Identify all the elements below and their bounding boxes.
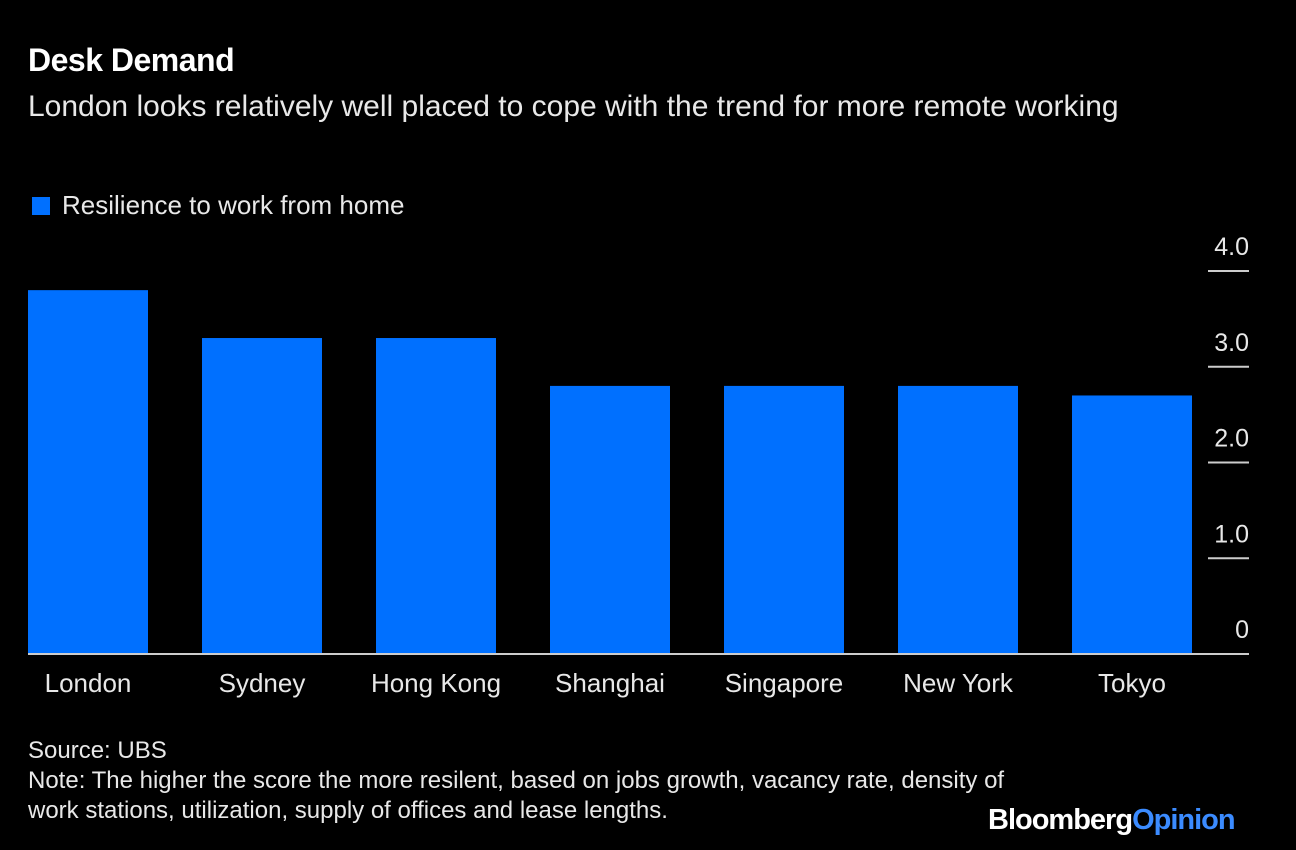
- chart-subtitle: London looks relatively well placed to c…: [28, 90, 1119, 123]
- bar-shanghai: [550, 385, 670, 654]
- legend-label: Resilience to work from home: [62, 190, 405, 220]
- source-text: Source: UBS: [28, 737, 167, 764]
- bar-sydney: [202, 338, 322, 654]
- x-tick-label: Hong Kong: [371, 668, 501, 698]
- x-tick-label: Tokyo: [1098, 668, 1166, 698]
- source-note: Source: UBS Note: The higher the score t…: [28, 736, 1038, 826]
- bar-hong-kong: [376, 338, 496, 654]
- legend: Resilience to work from home: [32, 190, 404, 221]
- x-tick-label: Sydney: [219, 668, 306, 698]
- y-tick-label: 4.0: [1214, 233, 1249, 261]
- chart-title: Desk Demand: [28, 42, 235, 78]
- y-tick-label: 1.0: [1214, 520, 1249, 548]
- bar-singapore: [724, 385, 844, 654]
- x-tick-label: London: [45, 668, 132, 698]
- x-tick-label: Shanghai: [555, 668, 665, 698]
- logo-brand: Bloomberg: [988, 804, 1133, 836]
- note-text: Note: The higher the score the more resi…: [28, 767, 1005, 824]
- bar-new-york: [898, 385, 1018, 654]
- x-tick-label: New York: [903, 668, 1014, 698]
- y-tick-label: 2.0: [1214, 425, 1249, 453]
- x-tick-label: Singapore: [725, 668, 844, 698]
- bar-tokyo: [1072, 395, 1192, 654]
- logo-opinion: Opinion: [1132, 804, 1236, 836]
- y-tick-label: 3.0: [1214, 329, 1249, 357]
- y-tick-label: 0: [1235, 616, 1249, 644]
- legend-swatch: [32, 196, 50, 215]
- bar-london: [28, 290, 148, 654]
- bloomberg-opinion-logo: BloombergOpinion: [988, 804, 1236, 837]
